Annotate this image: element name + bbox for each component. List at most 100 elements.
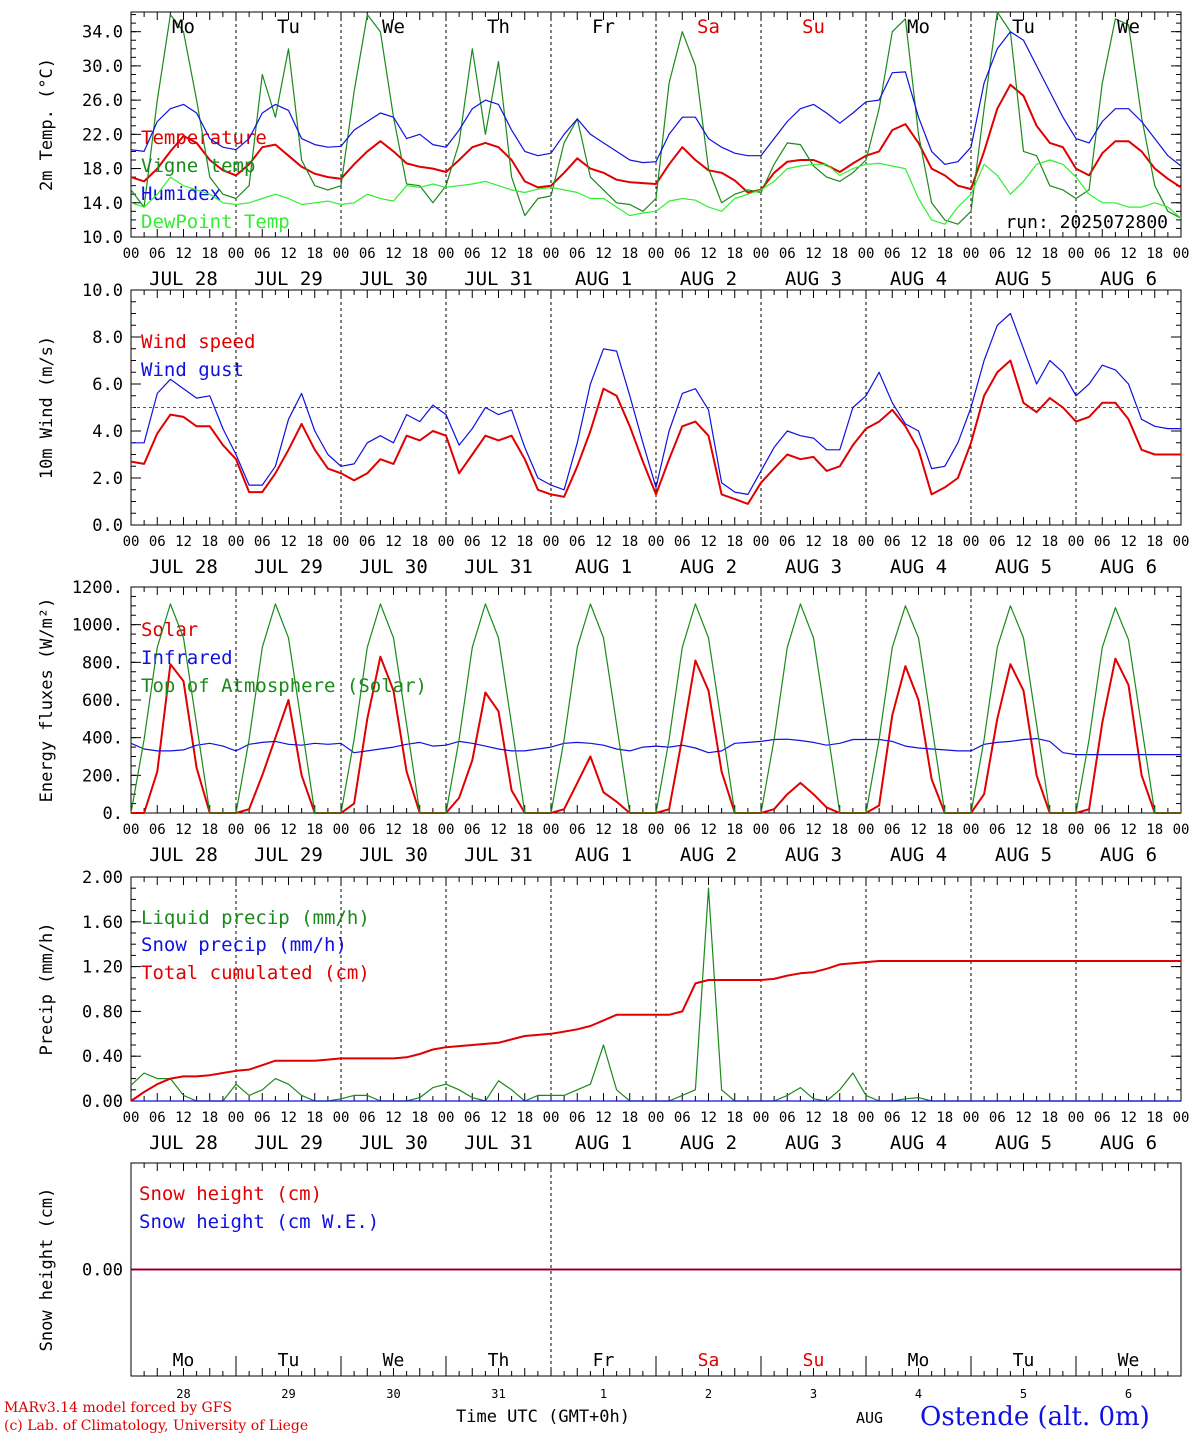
hour-tick-label: 12 <box>175 534 192 550</box>
hour-tick-label: 18 <box>1041 1110 1058 1126</box>
hour-tick-label: 00 <box>753 1110 770 1126</box>
hour-tick-label: 12 <box>280 534 297 550</box>
legend-snow-precip-mm-h-: Snow precip (mm/h) <box>141 934 347 956</box>
hour-tick-label: 18 <box>726 534 743 550</box>
precip-y-tick-label: 2.00 <box>82 868 123 888</box>
hour-tick-label: 00 <box>543 534 560 550</box>
hour-tick-label: 00 <box>438 822 455 838</box>
wind-y-tick-label: 10.0 <box>82 281 123 301</box>
legend-vigne-temp: Vigne temp <box>141 155 255 177</box>
hour-tick-label: 18 <box>726 246 743 262</box>
hour-tick-label: 00 <box>858 822 875 838</box>
hour-tick-label: 12 <box>1015 246 1032 262</box>
precip-y-tick-label: 0.00 <box>82 1092 123 1112</box>
date-label: AUG 5 <box>995 556 1052 578</box>
hour-tick-label: 00 <box>123 534 140 550</box>
hour-tick-label: 18 <box>201 822 218 838</box>
date-label: JUL 31 <box>464 268 533 290</box>
hour-tick-label: 00 <box>753 822 770 838</box>
temperature-y-axis-label: 2m Temp. (°C) <box>37 58 57 191</box>
hour-tick-label: 06 <box>989 822 1006 838</box>
energy-y-tick-label: 1000. <box>72 616 123 636</box>
date-label: JUL 28 <box>149 556 218 578</box>
precip-y-axis-label: Precip (mm/h) <box>37 922 57 1055</box>
weekday-label: Mo <box>172 16 195 38</box>
snow-weekday-label: Mo <box>908 1350 930 1371</box>
legend-top-of-atmosphere-solar-: Top of Atmosphere (Solar) <box>141 675 427 697</box>
series-total-cumulated-cm- <box>130 960 1181 1102</box>
hour-tick-label: 18 <box>621 1110 638 1126</box>
hour-tick-label: 12 <box>1120 534 1137 550</box>
hour-tick-label: 06 <box>884 246 901 262</box>
hour-tick-label: 00 <box>963 822 980 838</box>
date-label: AUG 5 <box>995 844 1052 866</box>
snow-weekday-label: Fr <box>593 1350 615 1371</box>
temperature-y-tick-label: 26.0 <box>82 91 123 111</box>
hour-tick-label: 00 <box>1173 246 1190 262</box>
snow-day-number: 30 <box>386 1387 400 1401</box>
snow-weekday-label: Su <box>803 1350 825 1371</box>
hour-tick-label: 00 <box>228 1110 245 1126</box>
hour-tick-label: 00 <box>228 822 245 838</box>
hour-tick-label: 06 <box>989 534 1006 550</box>
hour-tick-label: 12 <box>595 534 612 550</box>
hour-tick-label: 00 <box>1068 1110 1085 1126</box>
hour-tick-label: 12 <box>1120 1110 1137 1126</box>
date-label: JUL 29 <box>254 556 323 578</box>
hour-tick-label: 06 <box>569 822 586 838</box>
x-axis-title: Time UTC (GMT+0h) <box>456 1407 630 1427</box>
wind-y-tick-label: 0.0 <box>92 516 123 536</box>
hour-tick-label: 12 <box>700 246 717 262</box>
hour-tick-label: 12 <box>175 1110 192 1126</box>
hour-tick-label: 18 <box>201 1110 218 1126</box>
weekday-label: Fr <box>592 16 615 38</box>
wind-y-axis-label: 10m Wind (m/s) <box>37 336 57 479</box>
legend-solar: Solar <box>141 619 198 641</box>
hour-tick-label: 12 <box>385 822 402 838</box>
precip-y-tick-label: 1.20 <box>82 958 123 978</box>
hour-tick-label: 18 <box>1146 246 1163 262</box>
temperature-y-tick-label: 18.0 <box>82 160 123 180</box>
date-label: JUL 30 <box>359 268 428 290</box>
hour-tick-label: 00 <box>543 246 560 262</box>
hour-tick-label: 06 <box>1094 1110 1111 1126</box>
hour-tick-label: 12 <box>700 1110 717 1126</box>
energy-y-tick-label: 800. <box>82 653 123 673</box>
date-label: AUG 3 <box>785 1132 842 1154</box>
date-label: AUG 1 <box>575 844 632 866</box>
hour-tick-label: 06 <box>149 1110 166 1126</box>
snow-weekday-label: Mo <box>173 1350 195 1371</box>
hour-tick-label: 12 <box>490 1110 507 1126</box>
snow-weekday-label: Th <box>488 1350 510 1371</box>
hour-tick-label: 18 <box>621 246 638 262</box>
series-top-of-atmosphere-solar- <box>130 603 1181 814</box>
snow-weekday-label: Sa <box>698 1350 720 1371</box>
date-label: AUG 4 <box>890 268 947 290</box>
temperature-y-tick-label: 22.0 <box>82 125 123 145</box>
temperature-y-tick-label: 34.0 <box>82 23 123 43</box>
hour-tick-label: 00 <box>123 246 140 262</box>
date-label: AUG 3 <box>785 556 842 578</box>
hour-tick-label: 06 <box>989 246 1006 262</box>
hour-tick-label: 00 <box>963 246 980 262</box>
legend-wind-speed: Wind speed <box>141 331 255 353</box>
hour-tick-label: 18 <box>621 534 638 550</box>
hour-tick-label: 06 <box>884 1110 901 1126</box>
hour-tick-label: 00 <box>333 822 350 838</box>
hour-tick-label: 12 <box>385 1110 402 1126</box>
hour-tick-label: 06 <box>464 822 481 838</box>
date-label: AUG 1 <box>575 268 632 290</box>
hour-tick-label: 18 <box>831 534 848 550</box>
hour-tick-label: 18 <box>936 246 953 262</box>
snow-y-tick-label: 0.00 <box>82 1261 123 1281</box>
hour-tick-label: 12 <box>1015 822 1032 838</box>
station-name: Ostende (alt. 0m) <box>920 1402 1150 1432</box>
footer: MARv3.14 model forced by GFS (c) Lab. of… <box>4 1399 308 1435</box>
hour-tick-label: 06 <box>884 822 901 838</box>
wind-y-tick-label: 8.0 <box>92 328 123 348</box>
temperature-frame <box>130 11 1182 238</box>
hour-tick-label: 06 <box>254 822 271 838</box>
hour-tick-label: 00 <box>438 246 455 262</box>
series-dewpoint-temp <box>130 159 1182 225</box>
